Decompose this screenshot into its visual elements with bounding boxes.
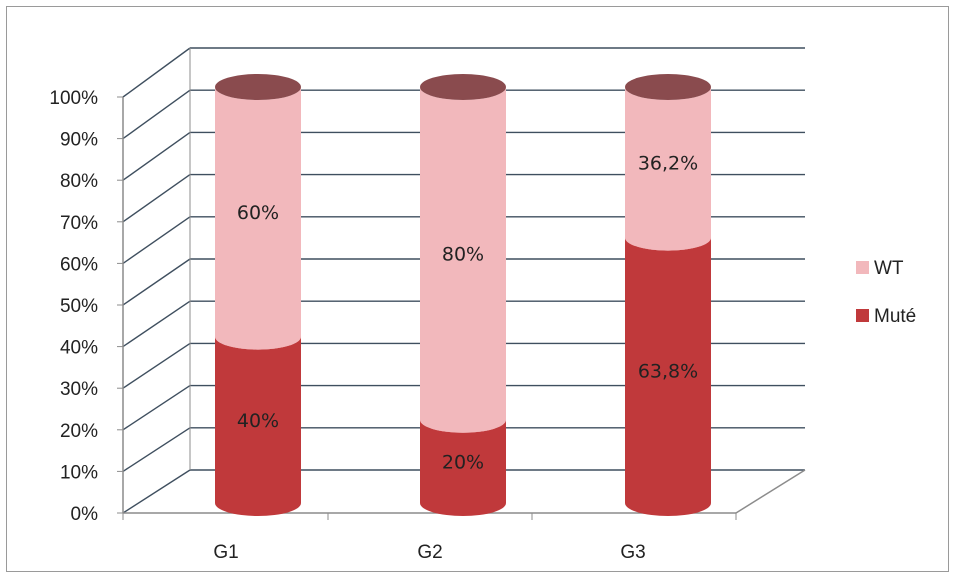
gridline-diagonal	[122, 131, 191, 181]
legend-swatch-mute	[856, 309, 869, 322]
y-tick-label: 20%	[60, 421, 98, 442]
y-tick-label: 100%	[49, 88, 98, 109]
x-tick-label: G1	[213, 542, 238, 563]
y-tick-label: 60%	[60, 254, 98, 275]
gridline-diagonal	[122, 47, 191, 98]
y-tick-label: 70%	[60, 213, 98, 234]
y-tick-label: 40%	[60, 338, 98, 359]
gridline-diagonal	[122, 258, 191, 306]
legend-swatch-wt	[856, 261, 869, 274]
data-label: 80%	[442, 243, 484, 265]
floor-right-edge	[735, 469, 806, 514]
data-label: 63,8%	[638, 360, 698, 382]
bar-segment-muté	[215, 336, 301, 516]
bar-segment-wt	[420, 87, 506, 433]
bar-segment-wt	[215, 87, 301, 350]
gridline-diagonal	[122, 300, 191, 348]
gridline-diagonal	[122, 427, 191, 472]
cylinder-top	[625, 74, 711, 100]
x-tick-label: G2	[417, 542, 442, 563]
y-tick-label: 80%	[60, 171, 98, 192]
gridline-diagonal	[122, 385, 191, 431]
data-label: 60%	[237, 202, 279, 224]
gridline-diagonal	[122, 89, 191, 140]
gridline-diagonal	[122, 216, 191, 264]
gridline-diagonal	[122, 342, 191, 389]
legend-label: WT	[874, 258, 904, 279]
legend-label: Muté	[874, 306, 916, 327]
data-label: 36,2%	[638, 152, 698, 174]
y-tick-label: 90%	[60, 130, 98, 151]
y-tick-label: 30%	[60, 379, 98, 400]
x-tick-label: G3	[620, 542, 645, 563]
y-tick-label: 50%	[60, 296, 98, 317]
bar-segment-muté	[625, 237, 711, 517]
gridline-diagonal	[122, 469, 191, 514]
gridline-diagonal	[122, 174, 191, 223]
y-tick-label: 0%	[71, 504, 99, 525]
bar-segment-wt	[625, 87, 711, 251]
data-label: 20%	[442, 451, 484, 473]
bar-segment-muté	[420, 419, 506, 516]
y-tick-label: 10%	[60, 462, 98, 483]
cylinder-top	[215, 74, 301, 100]
data-label: 40%	[237, 410, 279, 432]
cylinder-top	[420, 74, 506, 100]
